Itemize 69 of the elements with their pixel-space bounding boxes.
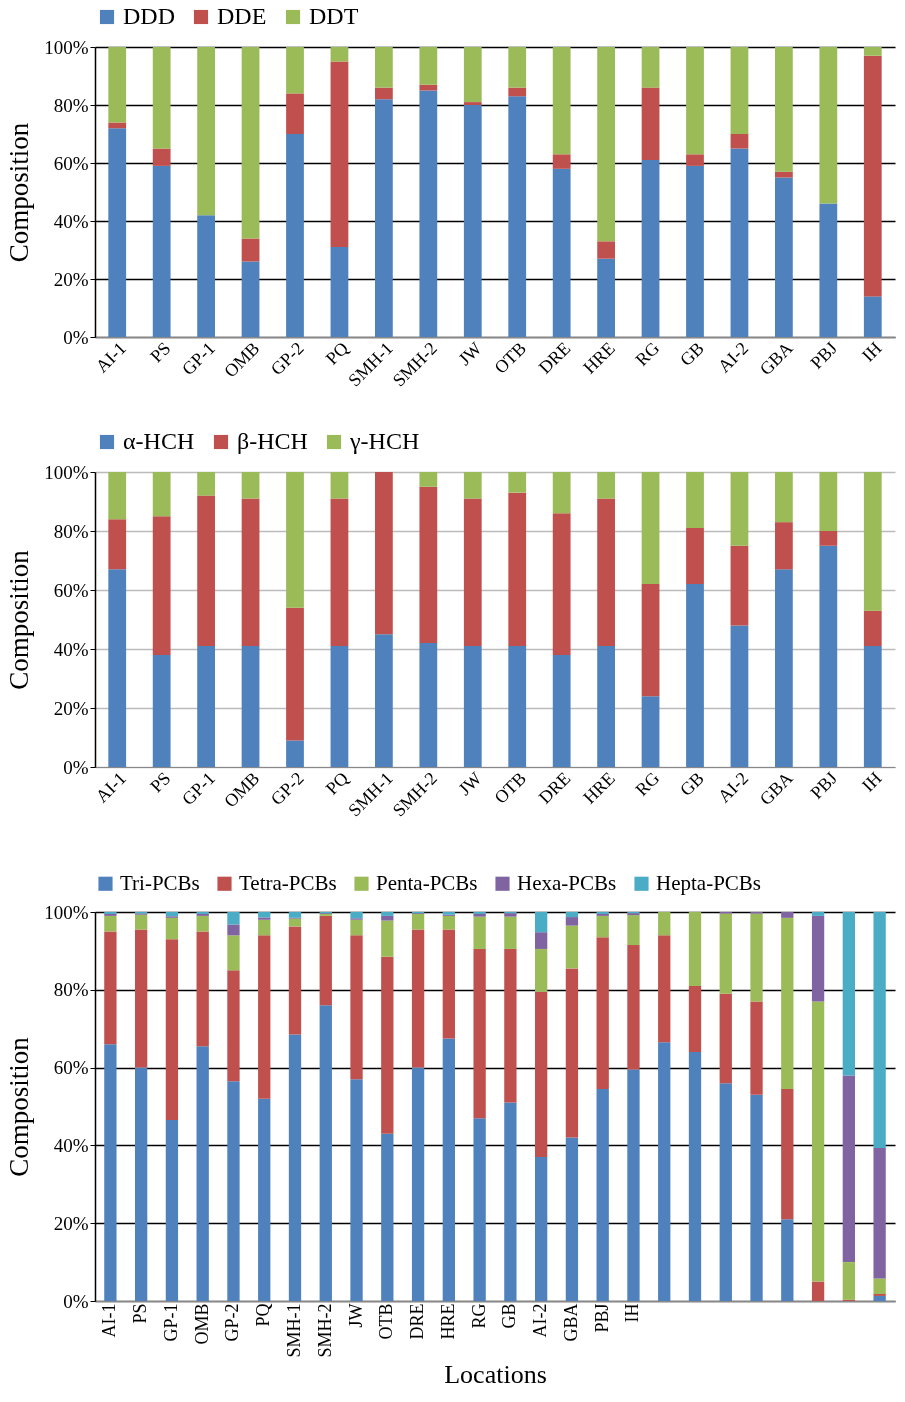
- x-tick-label: GBA: [755, 338, 797, 380]
- x-tick-label: PS: [146, 338, 175, 367]
- x-tick-label: PBJ: [806, 768, 842, 803]
- x-tick-label: AI-2: [530, 1303, 551, 1338]
- x-tick-label: HRE: [437, 1303, 458, 1340]
- x-tick-label: JW: [454, 768, 486, 800]
- y-tick-label: 0%: [63, 326, 89, 348]
- x-tick-label: IH: [622, 1303, 643, 1323]
- y-tick-label: 40%: [53, 1134, 89, 1156]
- x-tick-label: GP-2: [222, 1303, 243, 1342]
- x-tick-label: GB: [675, 768, 708, 800]
- x-tick-label: JW: [454, 338, 486, 370]
- legend-label: Tetra-PCBs: [239, 870, 337, 895]
- x-tick-label: PS: [146, 768, 175, 797]
- x-tick-label: PBJ: [591, 1303, 612, 1333]
- y-tick-label: 60%: [53, 1057, 89, 1079]
- x-tick-label: PQ: [321, 768, 353, 799]
- y-axis-title: Composition: [4, 122, 35, 263]
- x-tick-label: PQ: [253, 1303, 274, 1327]
- y-tick-label: 80%: [53, 979, 89, 1001]
- y-axis-title: Composition: [4, 549, 35, 690]
- x-tick-label: GP-1: [160, 1303, 181, 1342]
- x-tick-label: OTB: [490, 338, 530, 378]
- x-tick-label: AI-1: [99, 1303, 120, 1338]
- x-tick-label: OMB: [191, 1303, 212, 1345]
- x-tick-label: OTB: [376, 1303, 397, 1340]
- x-tick-label: IH: [857, 768, 886, 796]
- x-tick-label: GBA: [560, 1303, 581, 1342]
- y-tick-label: 100%: [44, 901, 89, 923]
- x-tick-label: PQ: [321, 338, 353, 369]
- legend-label: DDE: [217, 3, 267, 29]
- y-tick-label: 60%: [53, 152, 89, 174]
- x-tick-label: GB: [675, 338, 708, 370]
- legend-label: Tri-PCBs: [120, 870, 200, 895]
- x-tick-label: GBA: [755, 768, 797, 810]
- y-tick-label: 20%: [53, 268, 89, 290]
- y-tick-label: 100%: [44, 461, 89, 483]
- x-tick-label: GB: [499, 1303, 520, 1329]
- y-tick-label: 80%: [53, 94, 89, 116]
- x-tick-label: PBJ: [806, 338, 842, 373]
- y-tick-label: 40%: [53, 638, 89, 660]
- x-tick-label: DRE: [407, 1303, 428, 1340]
- x-tick-label: RG: [631, 338, 664, 370]
- legend-label: Hexa-PCBs: [517, 870, 617, 895]
- legend-label: β-HCH: [237, 428, 308, 454]
- x-tick-label: RG: [468, 1303, 489, 1329]
- x-axis-title: Locations: [444, 1359, 547, 1389]
- x-tick-label: SMH-2: [314, 1303, 335, 1358]
- x-tick-label: JW: [345, 1303, 366, 1328]
- y-tick-label: 80%: [53, 520, 89, 542]
- y-tick-label: 0%: [63, 756, 89, 778]
- legend-label: Penta-PCBs: [376, 870, 478, 895]
- y-axis-title: Composition: [4, 1036, 35, 1177]
- y-tick-label: 20%: [53, 1212, 89, 1234]
- legend-label: DDT: [309, 3, 359, 29]
- x-tick-label: OTB: [490, 768, 530, 808]
- y-tick-label: 0%: [63, 1290, 89, 1312]
- x-tick-label: SMH-1: [284, 1303, 304, 1358]
- legend-label: DDD: [123, 3, 175, 29]
- y-tick-label: 40%: [53, 210, 89, 232]
- legend-label: α-HCH: [123, 428, 195, 454]
- x-tick-label: IH: [857, 338, 886, 366]
- x-tick-label: RG: [631, 768, 664, 800]
- y-tick-label: 60%: [53, 579, 89, 601]
- y-tick-label: 100%: [44, 36, 89, 58]
- legend-label: Hepta-PCBs: [656, 870, 761, 895]
- legend-label: γ-HCH: [349, 428, 420, 454]
- x-tick-label: PS: [130, 1303, 151, 1324]
- y-tick-label: 20%: [53, 697, 89, 719]
